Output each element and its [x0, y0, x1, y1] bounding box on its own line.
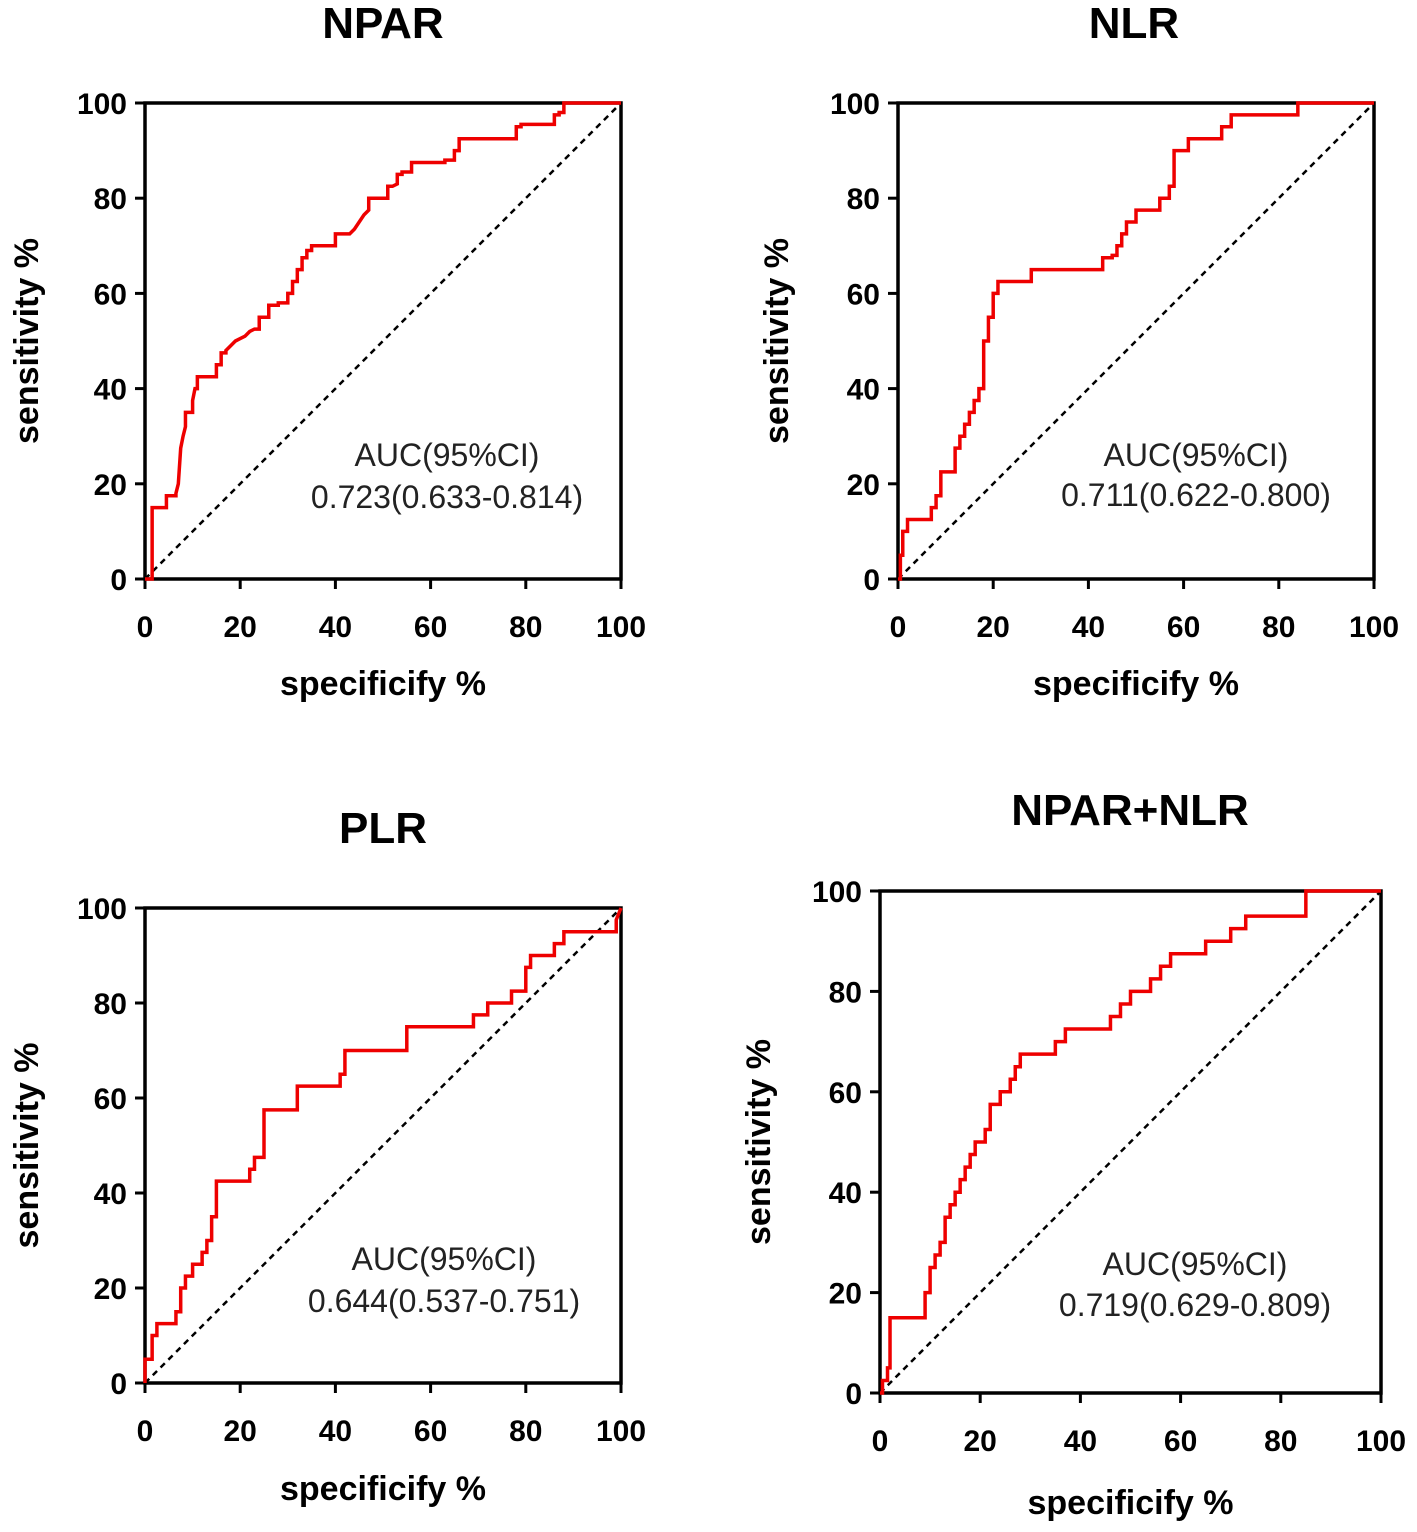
y-axis-label: sensitivity % — [8, 238, 46, 444]
y-axis-label: sensitivity % — [740, 1039, 778, 1245]
y-tick-label: 60 — [94, 1083, 127, 1116]
x-tick-label: 80 — [1264, 1425, 1297, 1458]
plot-frame — [878, 889, 1383, 1395]
y-tick-label: 60 — [829, 1077, 862, 1110]
x-tick-label: 40 — [1072, 611, 1105, 644]
x-tick-label: 80 — [509, 611, 542, 644]
x-tick-label: 60 — [1164, 1425, 1197, 1458]
plot-frame — [896, 101, 1376, 581]
x-tick-label: 100 — [596, 1415, 646, 1448]
chart-plr: PLR 0 20 40 60 80 100 0 20 40 60 80 100 specificify … — [8, 804, 646, 1508]
x-tick-label: 40 — [319, 611, 352, 644]
x-tick-label: 0 — [137, 1415, 154, 1448]
y-tick-label: 20 — [94, 1273, 127, 1306]
y-tick-label: 80 — [94, 183, 127, 216]
chart-npar: NPAR 0 20 40 60 80 100 0 20 40 60 80 100 specificify… — [8, 0, 646, 703]
x-tick-label: 20 — [964, 1425, 997, 1458]
y-tick-label: 20 — [829, 1278, 862, 1311]
x-tick-label: 20 — [224, 611, 257, 644]
chart-title: NPAR+NLR — [1011, 786, 1249, 835]
x-tick-label: 20 — [224, 1415, 257, 1448]
y-tick-label: 0 — [845, 1378, 862, 1411]
y-tick-label: 80 — [94, 988, 127, 1021]
auc-value: 0.644(0.537-0.751) — [308, 1283, 580, 1319]
y-tick-label: 100 — [77, 893, 127, 926]
plot-frame — [143, 906, 623, 1385]
x-tick-label: 100 — [1356, 1425, 1406, 1458]
y-tick-label: 100 — [77, 88, 127, 121]
x-tick-label: 0 — [137, 611, 154, 644]
auc-label: AUC(95%CI) — [1103, 1246, 1288, 1282]
y-tick-label: 80 — [847, 183, 880, 216]
y-tick-label: 0 — [863, 564, 880, 597]
auc-value: 0.711(0.622-0.800) — [1061, 477, 1331, 513]
roc-curve — [145, 101, 621, 581]
x-tick-label: 40 — [319, 1415, 352, 1448]
y-tick-label: 100 — [812, 876, 862, 909]
x-tick-label: 0 — [890, 611, 907, 644]
chart-title: NLR — [1089, 0, 1179, 48]
auc-label: AUC(95%CI) — [1104, 437, 1289, 473]
y-tick-label: 0 — [110, 1368, 127, 1401]
x-tick-label: 40 — [1064, 1425, 1097, 1458]
x-tick-label: 100 — [1349, 611, 1399, 644]
y-tick-label: 100 — [830, 88, 880, 121]
y-tick-label: 40 — [94, 374, 127, 407]
x-tick-label: 60 — [1167, 611, 1200, 644]
y-tick-label: 60 — [94, 278, 127, 311]
y-tick-label: 40 — [847, 374, 880, 407]
y-tick-label: 60 — [847, 278, 880, 311]
x-axis-label: specificify % — [280, 1470, 486, 1508]
y-axis-label: sensitivity % — [8, 1043, 46, 1249]
x-tick-label: 80 — [509, 1415, 542, 1448]
y-tick-label: 20 — [847, 469, 880, 502]
x-axis-label: specificify % — [1028, 1484, 1234, 1522]
auc-value: 0.723(0.633-0.814) — [311, 479, 583, 515]
chart-npar-nlr: NPAR+NLR 0 20 40 60 80 100 0 20 40 60 80 100 specifi… — [740, 786, 1406, 1522]
x-tick-label: 0 — [872, 1425, 889, 1458]
y-tick-label: 40 — [829, 1177, 862, 1210]
x-axis-label: specificify % — [1033, 665, 1239, 703]
x-axis-label: specificify % — [280, 665, 486, 703]
reference-diagonal — [897, 102, 1375, 580]
y-tick-label: 40 — [94, 1178, 127, 1211]
roc-curve — [898, 101, 1374, 581]
reference-diagonal — [144, 907, 622, 1384]
x-tick-label: 80 — [1262, 611, 1295, 644]
auc-label: AUC(95%CI) — [352, 1241, 537, 1277]
x-tick-label: 20 — [977, 611, 1010, 644]
y-tick-label: 0 — [110, 564, 127, 597]
y-tick-label: 20 — [94, 469, 127, 502]
x-tick-label: 60 — [414, 1415, 447, 1448]
chart-nlr: NLR 0 20 40 60 80 100 0 20 40 60 80 100 specificify … — [758, 0, 1399, 703]
y-tick-label: 80 — [829, 976, 862, 1009]
plot-frame — [143, 101, 623, 581]
chart-title: NPAR — [322, 0, 443, 48]
y-axis-label: sensitivity % — [758, 238, 796, 444]
roc-curve — [143, 907, 623, 1383]
x-tick-label: 60 — [414, 611, 447, 644]
auc-label: AUC(95%CI) — [355, 437, 540, 473]
reference-diagonal — [879, 890, 1382, 1394]
chart-title: PLR — [339, 804, 427, 853]
auc-value: 0.719(0.629-0.809) — [1059, 1287, 1331, 1323]
reference-diagonal — [144, 102, 622, 580]
roc-curve — [880, 889, 1381, 1395]
x-tick-label: 100 — [596, 611, 646, 644]
